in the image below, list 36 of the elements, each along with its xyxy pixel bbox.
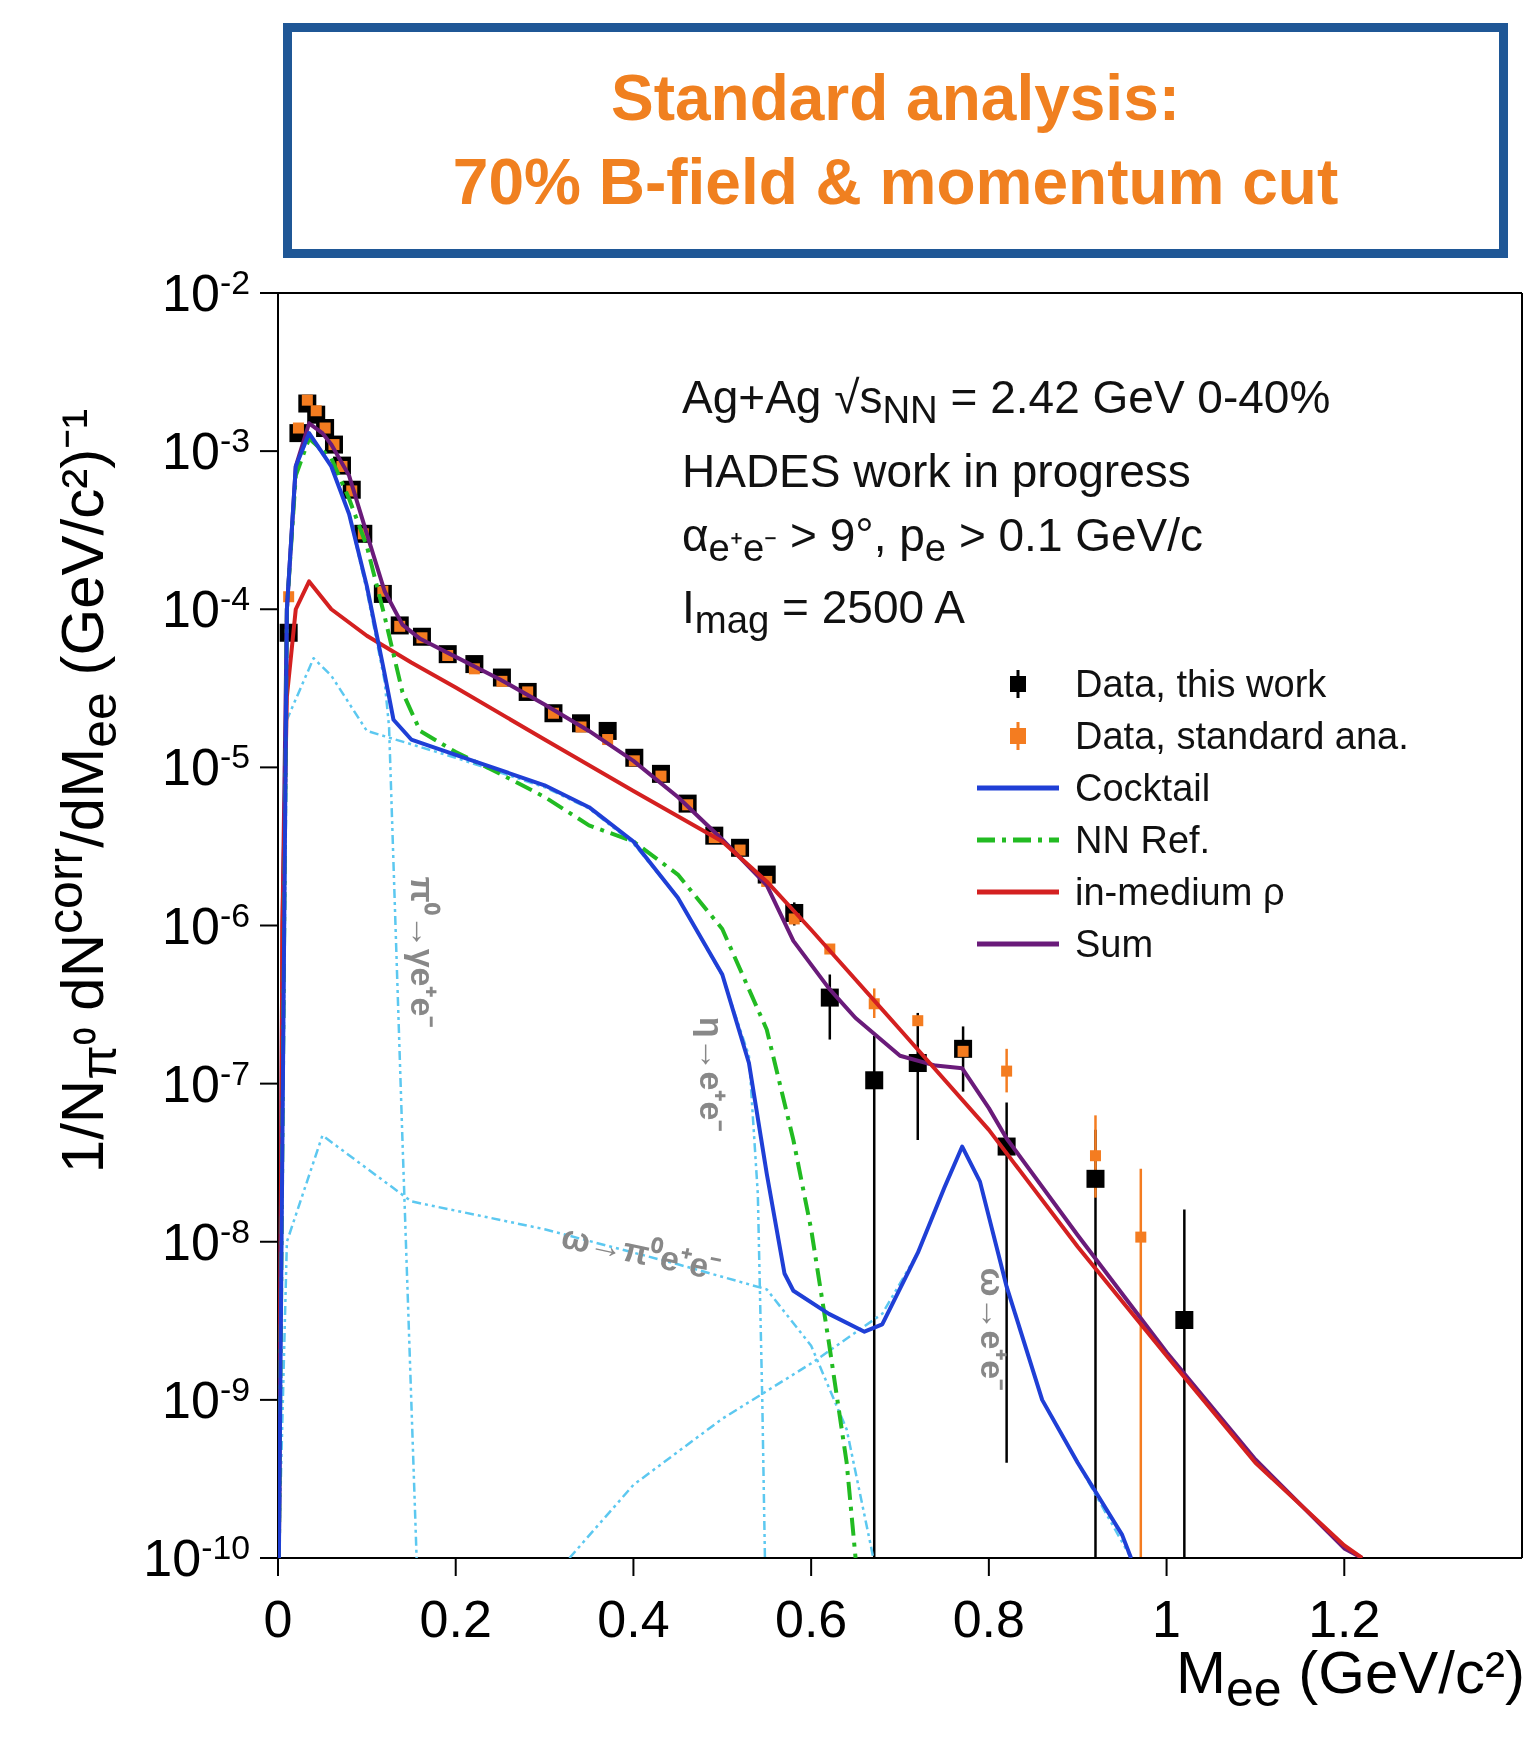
y-tick-label: 10$^{-7}$ <box>162 1053 250 1113</box>
point <box>1001 1065 1013 1077</box>
annotation: I$_{mag}$ = 2500 A <box>682 580 966 643</box>
annotation: Ag+Ag √s$_{NN}$ = 2.42 GeV 0-40% <box>682 370 1331 433</box>
legend-label: Cocktail <box>1075 766 1211 810</box>
y-tick-label: 10$^{-8}$ <box>162 1211 250 1271</box>
point <box>1175 1311 1194 1329</box>
y-tick-label: 10$^{-10}$ <box>143 1528 250 1587</box>
legend-label: Data, this work <box>1075 662 1327 706</box>
annotation: HADES work in progress <box>682 444 1191 498</box>
point <box>1135 1231 1147 1243</box>
y-tick-label: 10$^{-5}$ <box>162 737 250 797</box>
x-tick-label: 0.8 <box>952 1589 1026 1648</box>
annotation: η→e⁺e⁻ <box>692 1016 732 1132</box>
x-tick-label: 0.2 <box>419 1589 492 1648</box>
annotation: ω→e⁺e⁻ <box>973 1267 1013 1391</box>
y-tick-label: 10$^{-4}$ <box>162 579 250 639</box>
point <box>865 1071 884 1090</box>
x-tick-label: 0.6 <box>774 1589 848 1648</box>
y-tick-label: 10$^{-6}$ <box>162 895 250 955</box>
point <box>912 1015 924 1027</box>
chart-title: Standard analysis: 70% B-field & momentum cut <box>283 23 1508 258</box>
legend-label: in-medium ρ <box>1075 870 1285 914</box>
legend-label: NN Ref. <box>1075 818 1211 862</box>
annotation: α$_{e⁺e⁻}$ > 9°, p$_{e}$ > 0.1 GeV/c <box>682 508 1204 572</box>
x-tick-label: 0 <box>263 1589 293 1648</box>
legend-label: Data, standard ana. <box>1075 714 1409 758</box>
x-tick-label: 0.4 <box>597 1589 670 1648</box>
point <box>1089 1150 1101 1162</box>
y-tick-label: 10$^{-3}$ <box>162 421 250 481</box>
legend-label: Sum <box>1075 922 1154 966</box>
y-tick-label: 10$^{-9}$ <box>162 1369 250 1429</box>
annotation: π⁰→γe⁺e⁻ <box>403 876 443 1028</box>
annotation: ω→π⁰e⁺e⁻ <box>557 1215 725 1290</box>
point <box>1086 1169 1105 1188</box>
y-tick-label: 10$^{-2}$ <box>162 263 250 322</box>
